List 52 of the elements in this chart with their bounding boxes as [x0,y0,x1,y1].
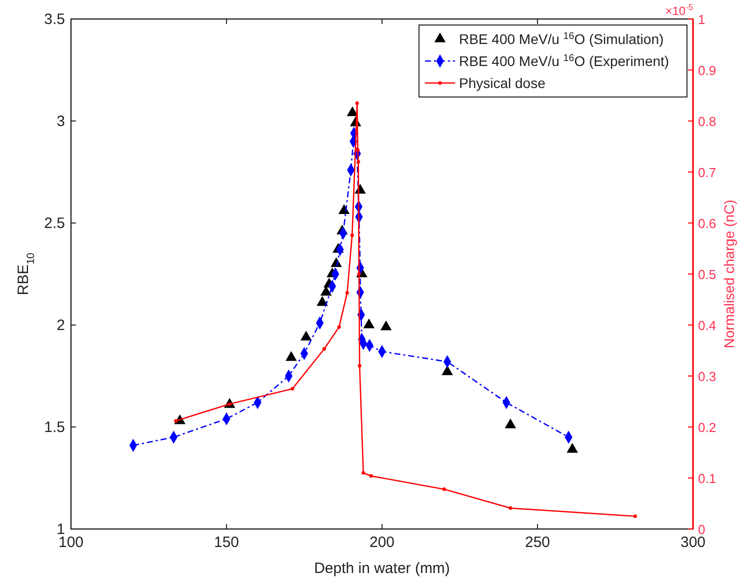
y-tick-label: 3.5 [44,11,65,28]
y2-tick-label: 0.9 [698,63,716,78]
y-tick-label: 2 [56,317,65,334]
point [345,291,349,295]
point [337,325,341,329]
y2-tick-label: 0.7 [698,165,716,180]
y2-tick-label: 0.4 [698,318,716,333]
point [442,365,453,376]
point [358,364,362,368]
y2-tick-label: 1 [698,12,706,27]
point [350,233,354,238]
point [357,272,361,276]
legend-label: Physical dose [459,75,546,91]
y2-tick-label: 0 [698,522,706,537]
legend-label: RBE 400 MeV/u $^{16}$O (Simulation) [459,30,664,47]
point [442,487,446,491]
y-tick-label: 3 [56,113,65,130]
point [290,386,294,391]
point [356,160,360,164]
y-tick-label: 1.5 [44,419,65,436]
x-tick-label: 200 [369,534,395,551]
legend-label: RBE 400 MeV/u $^{16}$O (Experiment) [459,52,670,69]
y2-axis-title: Normalised charge (nC) [721,200,737,348]
y2-tick-label: 0.6 [698,216,716,231]
point [566,442,578,453]
point [633,514,637,518]
y2-tick-label: 0.1 [698,471,716,486]
point [380,320,392,330]
point [355,101,359,105]
point [363,318,375,328]
y2-tick-label: 0.3 [698,369,716,384]
y2-tick-label: 0.8 [698,114,716,129]
point [316,296,328,306]
point [322,347,326,351]
text: ×10$^{-5}$ [665,2,694,18]
point [504,418,516,428]
y2-tick-label: 0.2 [698,420,716,435]
x-tick-label: 150 [214,534,240,551]
point [508,506,512,510]
point [362,471,366,475]
y-tick-label: 2.5 [44,215,65,232]
point [338,204,350,214]
x-tick-label: 300 [680,534,706,551]
point [369,474,373,478]
point [300,330,312,340]
point [356,148,360,152]
x-axis-title: Depth in water (mm) [314,560,450,577]
point [346,106,358,116]
x-tick-label: 250 [524,534,550,551]
point [286,351,297,361]
y2-tick-label: 0.5 [698,267,716,282]
point [174,419,178,423]
